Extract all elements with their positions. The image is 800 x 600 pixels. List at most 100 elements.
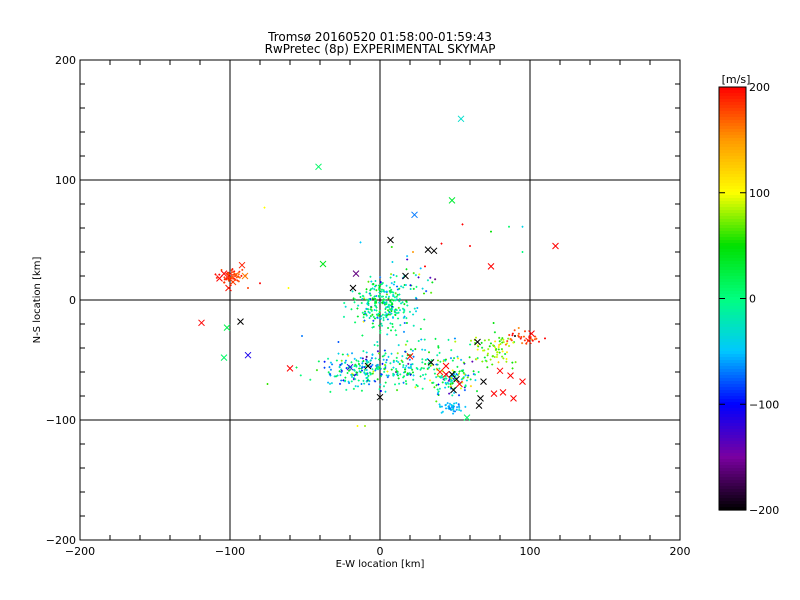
data-point [394, 299, 397, 302]
data-point [434, 278, 437, 281]
data-point [451, 408, 454, 411]
data-point [442, 360, 445, 363]
cross-marker [436, 368, 444, 376]
data-point [371, 363, 374, 366]
data-point [329, 368, 332, 371]
data-point [493, 331, 496, 334]
data-point [383, 385, 386, 388]
data-point [355, 371, 358, 374]
colorbar-band [719, 192, 746, 196]
data-point [362, 350, 365, 353]
data-point [399, 324, 402, 327]
data-point [521, 225, 524, 228]
data-point [354, 385, 357, 388]
data-point [360, 389, 363, 392]
data-point [383, 354, 386, 357]
cross-marker [352, 270, 360, 277]
data-point [340, 379, 343, 382]
data-point [342, 315, 345, 318]
data-point [230, 274, 233, 277]
colorbar-band [719, 447, 746, 451]
colorbar-band [719, 180, 746, 184]
data-point [370, 306, 373, 309]
colorbar-band [719, 123, 746, 127]
data-point [405, 357, 408, 360]
data-point [508, 333, 511, 336]
colorbar-band [719, 372, 746, 376]
data-point [445, 407, 448, 410]
data-point [372, 283, 375, 286]
data-point [327, 357, 330, 360]
data-point [443, 378, 446, 381]
data-point [439, 376, 442, 379]
data-point [421, 361, 424, 364]
data-point [424, 373, 427, 376]
data-point [233, 277, 236, 280]
data-point [361, 366, 364, 369]
colorbar-band [719, 321, 746, 325]
data-point [389, 322, 392, 325]
data-point [395, 356, 398, 359]
colorbar-band [719, 216, 746, 220]
data-point [449, 357, 452, 360]
data-point [368, 383, 371, 386]
colorbar-gradient [719, 87, 746, 511]
data-point [345, 388, 348, 391]
data-point [353, 301, 356, 304]
cross-marker [453, 375, 460, 383]
data-point [395, 295, 398, 298]
data-point [397, 344, 400, 347]
data-point [423, 377, 426, 380]
data-point [406, 304, 409, 307]
cross-marker [528, 330, 535, 337]
scatter-points [214, 206, 546, 427]
data-point [392, 299, 395, 302]
cross-marker [216, 275, 223, 282]
data-point [412, 313, 415, 316]
cross-marker [349, 284, 357, 292]
data-point [385, 374, 388, 377]
colorbar-band [719, 99, 746, 103]
data-point [356, 374, 359, 377]
data-point [445, 403, 448, 406]
colorbar-band [719, 111, 746, 115]
data-point [420, 338, 423, 341]
data-point [392, 291, 395, 294]
data-point [409, 348, 412, 351]
cross-marker [402, 272, 409, 280]
data-point [355, 359, 358, 362]
data-point [384, 307, 387, 310]
colorbar-band [719, 480, 746, 484]
colorbar-band [719, 126, 746, 130]
colorbar-band [719, 486, 746, 490]
colorbar-band [719, 453, 746, 457]
data-point [435, 400, 438, 403]
data-point [365, 380, 368, 383]
data-point [486, 354, 489, 357]
colorbar-band [719, 504, 746, 508]
colorbar-band [719, 438, 746, 442]
data-point [233, 270, 236, 273]
colorbar-band [719, 210, 746, 214]
data-point [450, 376, 453, 379]
data-point [364, 425, 366, 427]
data-point [398, 382, 401, 385]
data-point [469, 343, 472, 346]
data-point [465, 379, 468, 382]
data-point [365, 314, 368, 317]
data-point [395, 334, 398, 337]
data-point [353, 357, 356, 360]
data-point [368, 292, 371, 295]
data-point [340, 362, 343, 365]
data-point [472, 370, 475, 373]
data-point [340, 359, 343, 362]
colorbar-band [719, 162, 746, 166]
cross-marker [525, 337, 532, 345]
data-point [378, 291, 381, 294]
data-point [365, 355, 368, 358]
data-point [379, 281, 382, 284]
data-point [390, 298, 393, 301]
data-point [489, 342, 492, 345]
cross-marker [477, 395, 484, 402]
data-point [469, 245, 471, 247]
